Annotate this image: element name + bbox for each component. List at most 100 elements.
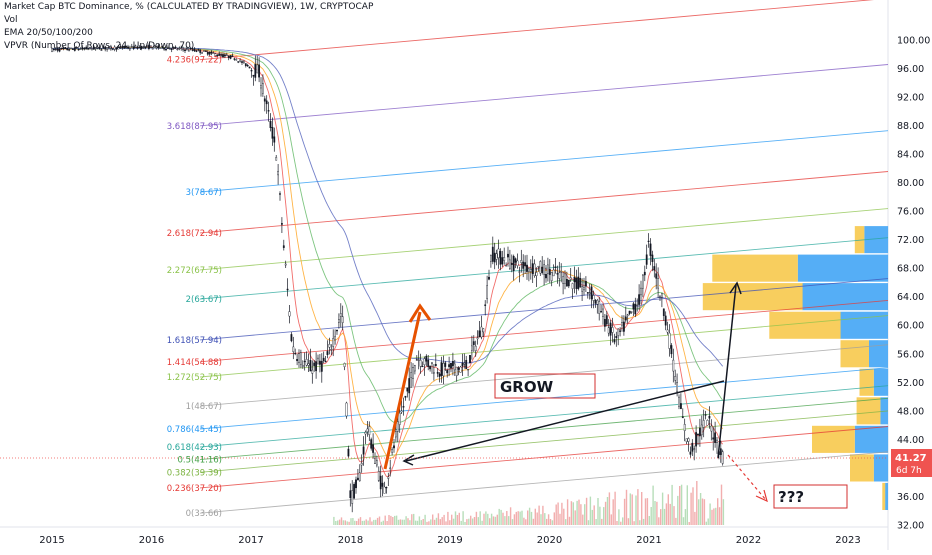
- volume-bar: [473, 517, 476, 525]
- y-tick-label: 88.00: [897, 121, 924, 132]
- volume-bar: [447, 511, 449, 525]
- candle-body: [567, 280, 570, 287]
- candle-body: [503, 257, 506, 261]
- volume-bar: [492, 516, 495, 525]
- volume-bar: [386, 521, 388, 525]
- candle-body: [252, 74, 255, 77]
- volume-bar: [677, 495, 679, 525]
- candle-body: [166, 47, 169, 49]
- volume-bar: [395, 515, 398, 525]
- grow-label: GROW: [500, 378, 554, 396]
- volume-bar: [547, 514, 550, 525]
- volume-bar: [460, 520, 462, 525]
- volume-bar: [701, 498, 704, 525]
- volume-bar: [371, 521, 373, 525]
- volume-bar: [642, 518, 645, 525]
- x-tick-label: 2017: [238, 535, 263, 546]
- candle-body: [292, 346, 295, 352]
- fib-line: [199, 171, 889, 234]
- candle-body: [96, 46, 99, 48]
- candle-body: [307, 363, 310, 366]
- volume-bar: [375, 519, 377, 525]
- price-candles: [51, 43, 724, 513]
- volume-bar: [646, 498, 649, 525]
- vpvr-legend: VPVR (Number Of Rows, 24, Up/Down, 70): [4, 41, 195, 51]
- candle-body: [140, 46, 143, 49]
- volume-bar: [470, 515, 472, 525]
- candle-body: [666, 329, 669, 333]
- volume-bar: [715, 507, 717, 525]
- candle-body: [315, 361, 317, 372]
- candle-body: [624, 316, 627, 321]
- candle-body: [400, 410, 403, 413]
- candle-body: [210, 51, 213, 54]
- candle-body: [510, 263, 513, 265]
- volume-bar: [654, 501, 656, 525]
- candle-body: [594, 300, 597, 304]
- candle-body: [106, 47, 109, 50]
- candle-body: [533, 263, 536, 276]
- candle-body: [353, 484, 355, 499]
- candle-body: [493, 252, 496, 263]
- fib-line: [199, 130, 889, 193]
- trend-arrow-left-head: [402, 454, 415, 466]
- candle-body: [229, 55, 232, 59]
- candle-body: [560, 271, 563, 273]
- y-tick-label: 92.00: [897, 92, 924, 103]
- volume-bar: [456, 515, 459, 525]
- candle-body: [87, 48, 90, 50]
- y-tick-label: 72.00: [897, 235, 924, 246]
- volume-bar: [559, 513, 561, 525]
- candle-body: [476, 337, 479, 340]
- candle-body: [514, 258, 517, 263]
- volume-bar: [612, 499, 614, 525]
- candle-body: [602, 308, 604, 317]
- candle-body: [176, 48, 179, 51]
- candle-body: [376, 460, 378, 466]
- volume-bar: [585, 497, 588, 525]
- fib-label: 4.236(97.22): [167, 56, 222, 66]
- volume-bar: [606, 497, 609, 525]
- candle-body: [556, 273, 559, 275]
- volume-bar: [684, 509, 687, 525]
- volume-bar: [622, 517, 624, 525]
- candle-body: [609, 322, 612, 336]
- candle-body: [347, 448, 350, 457]
- candle-body: [640, 287, 642, 296]
- fib-labels: 0(33.66) 0.236(37.20) 0.382(39.39) 0.5(41.1…: [167, 56, 222, 520]
- candle-body: [83, 48, 86, 50]
- candle-body: [258, 64, 260, 78]
- volume-bar: [409, 520, 411, 525]
- fib-line: [199, 208, 889, 271]
- candle-body: [79, 48, 82, 50]
- volume-bar: [665, 503, 668, 525]
- candle-body: [85, 46, 88, 50]
- vpvr-down-bar: [840, 311, 888, 339]
- volume-bar: [614, 491, 616, 525]
- volume-bar: [718, 507, 721, 525]
- candle-body: [98, 47, 101, 50]
- volume-bar: [523, 517, 525, 525]
- candle-body: [442, 363, 445, 377]
- x-tick-label: 2016: [139, 535, 164, 546]
- candle-body: [471, 345, 473, 351]
- x-tick-label: 2015: [39, 535, 64, 546]
- candle-body: [62, 47, 65, 50]
- volume-bar: [620, 521, 622, 525]
- candle-body: [583, 286, 585, 291]
- candle-body: [693, 448, 696, 450]
- volume-bar: [445, 521, 447, 525]
- vpvr-down-bar: [864, 226, 889, 254]
- volume-bar: [348, 521, 350, 525]
- candle-body: [434, 364, 437, 367]
- candle-body: [305, 359, 308, 366]
- grow-arrow-head: [408, 303, 432, 323]
- candle-body: [545, 274, 547, 279]
- candle-body: [516, 260, 519, 266]
- candle-body: [60, 47, 63, 50]
- candle-body: [414, 365, 416, 372]
- volume-bar: [519, 511, 521, 525]
- volume-bar: [500, 509, 502, 525]
